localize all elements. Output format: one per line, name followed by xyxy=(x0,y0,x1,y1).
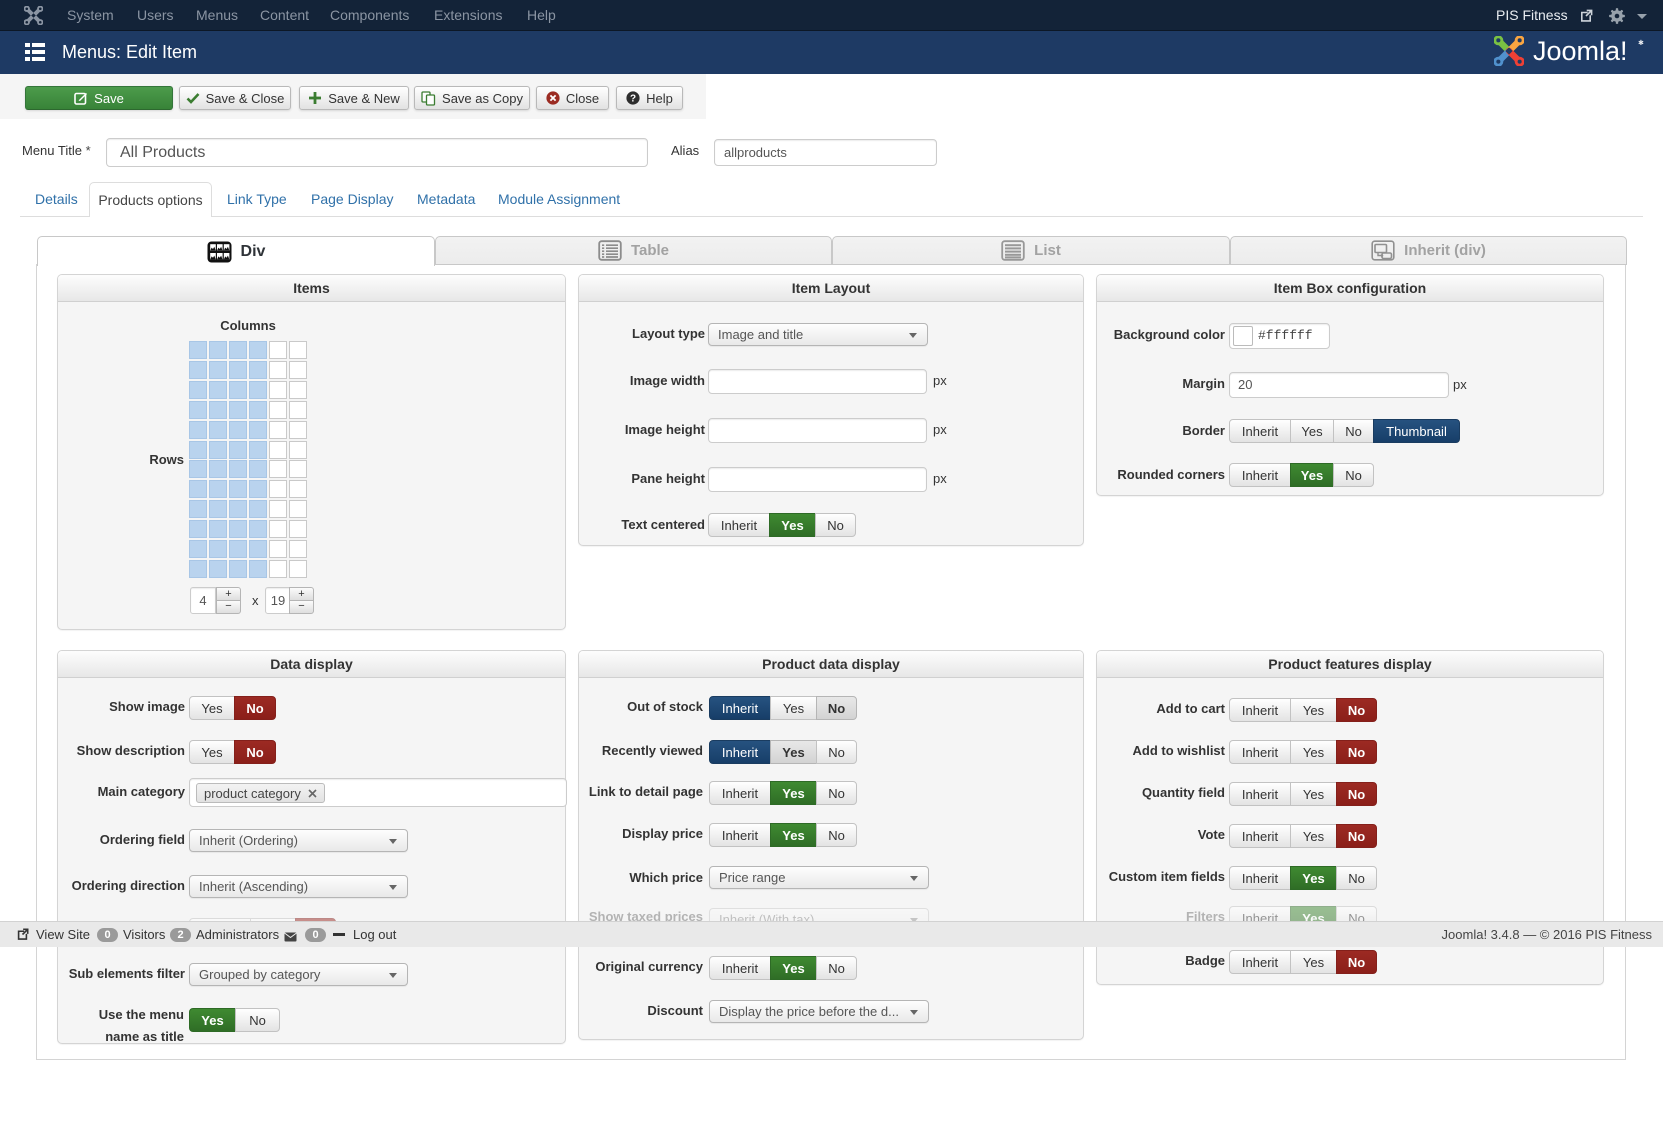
svg-text:?: ? xyxy=(630,93,636,104)
